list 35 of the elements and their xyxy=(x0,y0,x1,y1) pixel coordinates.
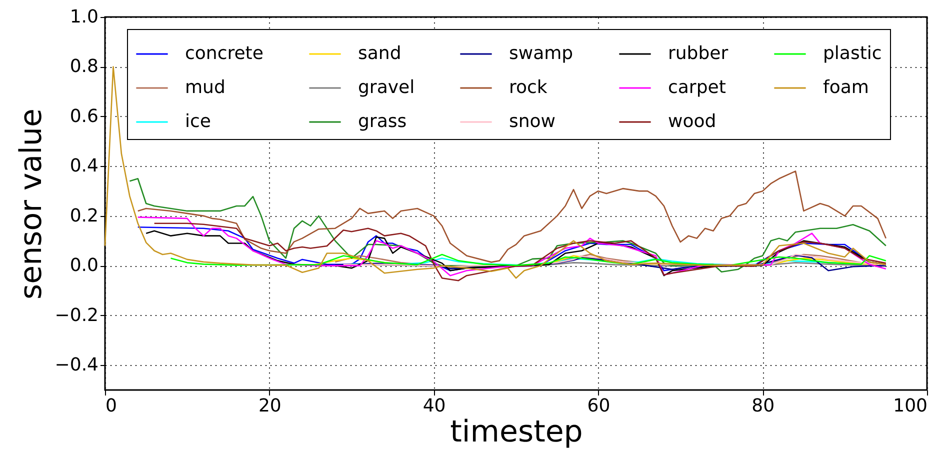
legend-label: wood xyxy=(668,111,716,132)
legend-label: gravel xyxy=(358,77,415,98)
line-series xyxy=(137,170,887,263)
legend-label: mud xyxy=(185,77,226,98)
legend-label: ice xyxy=(185,111,211,132)
legend-label: concrete xyxy=(185,43,264,64)
x-tick-label: 60 xyxy=(587,396,610,416)
y-tick-label: −0.4 xyxy=(54,354,98,376)
x-axis-title: timestep xyxy=(450,414,583,450)
line-series xyxy=(154,222,887,282)
line-series xyxy=(170,254,887,266)
legend-label: swamp xyxy=(509,43,574,64)
legend-label: snow xyxy=(509,111,556,132)
legend-label: sand xyxy=(358,43,402,64)
legend-label: foam xyxy=(823,77,869,98)
legend-label: rubber xyxy=(668,43,729,64)
y-axis-title: sensor value xyxy=(14,108,49,300)
y-tick-label: 0.4 xyxy=(70,156,98,177)
line-series xyxy=(104,66,887,279)
y-tick-label: 0.0 xyxy=(70,255,98,276)
x-tick-label: 20 xyxy=(258,396,282,416)
legend-label: plastic xyxy=(823,43,882,64)
y-tick-label: 0.8 xyxy=(70,56,98,78)
legend-label: grass xyxy=(358,111,407,132)
y-tick-label: −0.2 xyxy=(54,304,98,326)
x-tick-label: 0 xyxy=(106,396,117,416)
y-tick-label: 1.0 xyxy=(70,6,98,28)
legend-label: rock xyxy=(509,77,548,98)
x-tick-label: 40 xyxy=(422,396,446,416)
y-tick-label: 0.2 xyxy=(70,205,98,226)
x-tick-label: 100 xyxy=(893,396,928,416)
line-series xyxy=(129,178,887,273)
y-tick-label: 0.6 xyxy=(70,106,98,127)
legend-label: carpet xyxy=(668,77,726,98)
x-tick-label: 80 xyxy=(752,396,775,416)
